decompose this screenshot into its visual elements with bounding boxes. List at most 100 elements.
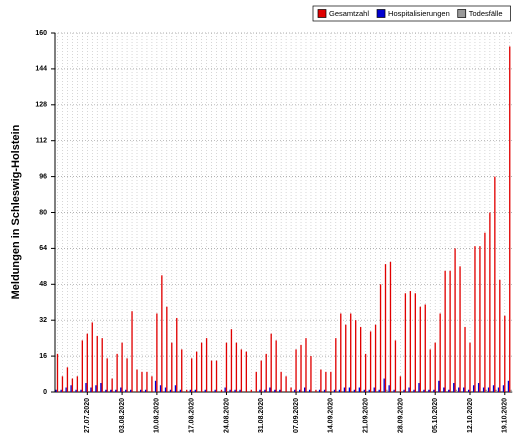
bar bbox=[55, 389, 57, 392]
bar bbox=[151, 376, 153, 392]
bar bbox=[80, 389, 82, 392]
bar bbox=[131, 311, 133, 392]
bar bbox=[428, 389, 430, 392]
bar bbox=[245, 351, 248, 392]
bar bbox=[144, 389, 147, 392]
y-tick-label: 128 bbox=[35, 102, 47, 109]
bar bbox=[454, 248, 456, 392]
bar bbox=[373, 387, 375, 392]
bar bbox=[141, 371, 143, 392]
bar bbox=[61, 376, 64, 392]
bar bbox=[323, 389, 326, 392]
bar bbox=[403, 389, 405, 392]
bar bbox=[154, 380, 157, 392]
bar bbox=[388, 385, 390, 392]
y-tick-label: 16 bbox=[39, 353, 47, 360]
bar bbox=[485, 389, 487, 392]
y-tick-label: 0 bbox=[43, 389, 47, 396]
bar bbox=[300, 344, 302, 392]
bar bbox=[269, 387, 271, 392]
bar bbox=[81, 340, 83, 392]
bar bbox=[270, 333, 272, 392]
bar bbox=[368, 389, 370, 392]
bar bbox=[110, 389, 112, 392]
bar bbox=[477, 383, 480, 392]
bar bbox=[355, 320, 357, 392]
x-tick-label: 19.10.2020 bbox=[502, 398, 509, 433]
bar bbox=[200, 342, 203, 392]
y-tick-label: 64 bbox=[39, 245, 47, 252]
bar bbox=[318, 389, 321, 392]
bar bbox=[139, 389, 142, 392]
bar bbox=[265, 353, 267, 392]
bar bbox=[230, 329, 233, 392]
bar bbox=[191, 358, 193, 392]
x-tick-label: 12.10.2020 bbox=[467, 398, 474, 433]
bar bbox=[65, 387, 67, 392]
bar bbox=[439, 313, 441, 392]
bar bbox=[424, 304, 426, 392]
bar bbox=[469, 342, 471, 392]
legend-label: Todesfälle bbox=[469, 9, 503, 18]
bar bbox=[448, 389, 450, 392]
bar bbox=[325, 371, 327, 392]
bar bbox=[384, 264, 387, 392]
bar bbox=[335, 338, 337, 392]
bar bbox=[414, 293, 416, 392]
bar bbox=[330, 371, 332, 392]
y-tick-label: 80 bbox=[39, 209, 47, 216]
bar bbox=[279, 389, 281, 392]
bar bbox=[345, 324, 347, 392]
bar bbox=[494, 176, 496, 392]
bar bbox=[358, 387, 360, 392]
bar bbox=[378, 389, 380, 392]
bar bbox=[453, 383, 455, 392]
bar bbox=[303, 387, 306, 392]
bar bbox=[225, 342, 228, 392]
x-tick-label: 17.08.2020 bbox=[189, 398, 196, 433]
bar bbox=[482, 387, 485, 392]
bar bbox=[468, 389, 470, 392]
bar bbox=[458, 387, 460, 392]
bar bbox=[374, 324, 377, 392]
bar bbox=[299, 389, 301, 392]
bar bbox=[418, 383, 420, 392]
bar bbox=[96, 335, 98, 392]
bar bbox=[459, 266, 461, 392]
bar bbox=[340, 313, 342, 392]
bar bbox=[85, 383, 87, 392]
bar bbox=[66, 367, 69, 392]
bar bbox=[333, 389, 336, 392]
legend-swatch bbox=[376, 9, 386, 18]
bar bbox=[507, 380, 510, 392]
bar bbox=[502, 385, 505, 392]
bar bbox=[171, 342, 173, 392]
x-tick-label: 14.09.2020 bbox=[328, 398, 335, 433]
bar bbox=[364, 353, 367, 392]
bar bbox=[179, 389, 182, 392]
x-tick-label: 27.07.2020 bbox=[84, 398, 91, 433]
bar bbox=[169, 389, 172, 392]
bar bbox=[348, 387, 351, 392]
bar bbox=[338, 389, 341, 392]
y-tick-label: 144 bbox=[35, 66, 47, 73]
bar bbox=[305, 338, 307, 392]
bar bbox=[275, 340, 277, 392]
y-tick-label: 32 bbox=[39, 317, 47, 324]
x-tick-label: 07.09.2020 bbox=[293, 398, 300, 433]
bar bbox=[174, 385, 177, 392]
legend: Gesamtzahl Hospitalisierungen Todesfälle bbox=[312, 5, 511, 22]
bar bbox=[369, 331, 372, 392]
x-tick-label: 10.08.2020 bbox=[154, 398, 161, 433]
bar bbox=[259, 389, 261, 392]
bar bbox=[474, 246, 476, 392]
bar bbox=[101, 338, 103, 392]
bar bbox=[434, 342, 436, 392]
bar bbox=[419, 306, 421, 392]
bar bbox=[195, 351, 198, 392]
bar bbox=[125, 389, 127, 392]
bar bbox=[56, 353, 59, 392]
bar bbox=[315, 389, 317, 392]
bar bbox=[510, 389, 512, 392]
legend-swatch bbox=[317, 9, 327, 18]
